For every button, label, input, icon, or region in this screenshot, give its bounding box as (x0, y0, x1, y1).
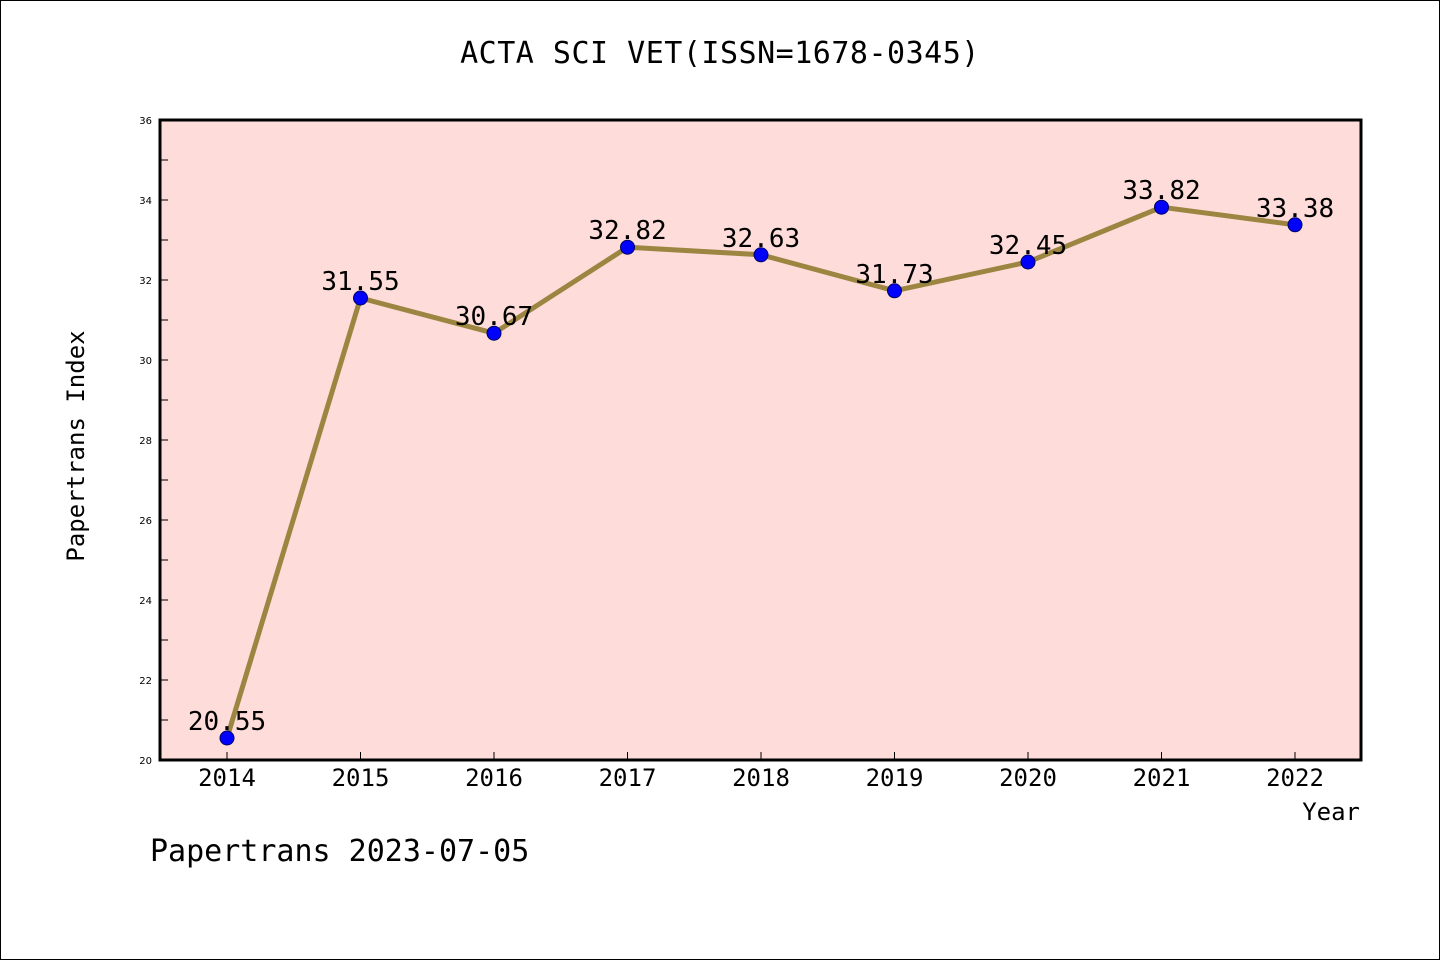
plot-area (158, 118, 1363, 762)
data-label: 32.45 (989, 231, 1067, 261)
data-label: 20.55 (188, 707, 266, 737)
y-tick-label: 26 (139, 516, 152, 527)
x-tick-label: 2017 (599, 764, 657, 792)
x-axis-title: Year (1302, 798, 1360, 826)
data-point (1154, 199, 1169, 215)
x-tick-label: 2020 (999, 764, 1057, 792)
data-labels: 20.55 31.55 30.67 32.82 32.63 31.73 32.45 33.82… (188, 176, 1334, 737)
y-tick-label: 22 (139, 676, 152, 687)
data-point (353, 290, 368, 306)
data-point (1020, 254, 1036, 270)
data-label: 31.55 (321, 267, 399, 297)
data-point (219, 730, 235, 746)
y-tick-label: 30 (139, 356, 152, 367)
x-tick-label: 2016 (465, 764, 523, 792)
y-tick-label: 32 (139, 276, 152, 287)
y-tick-label: 36 (139, 116, 152, 127)
data-point (887, 283, 902, 299)
data-label: 31.73 (855, 260, 933, 290)
y-tick-label: 20 (139, 756, 152, 767)
y-tick-label: 24 (139, 596, 152, 607)
data-label: 33.82 (1122, 176, 1200, 206)
y-tick-label: 28 (139, 436, 152, 447)
x-tick-label: 2021 (1133, 764, 1191, 792)
chart-title: ACTA SCI VET(ISSN=1678-0345) (460, 36, 980, 71)
data-label: 32.82 (588, 216, 666, 246)
data-label: 30.67 (455, 302, 533, 332)
data-point (753, 247, 769, 263)
footer-text: Papertrans 2023-07-05 (150, 834, 530, 869)
data-points (219, 199, 1303, 746)
data-label: 33.38 (1256, 194, 1334, 224)
data-point (486, 325, 502, 341)
x-axis: 2014 2015 2016 2017 2018 2019 2020 2021 2022 (198, 752, 1324, 792)
x-tick-label: 2014 (198, 764, 256, 792)
data-point (620, 239, 635, 255)
y-tick-label: 34 (139, 196, 152, 207)
y-axis: 20 22 24 26 28 30 32 34 36 (139, 116, 168, 767)
x-tick-label: 2018 (732, 764, 790, 792)
data-point (1287, 217, 1303, 233)
x-tick-label: 2015 (332, 764, 390, 792)
x-tick-label: 2019 (866, 764, 924, 792)
data-label: 32.63 (722, 224, 800, 254)
x-tick-label: 2022 (1266, 764, 1324, 792)
y-axis-title: Papertrans Index (62, 330, 90, 561)
